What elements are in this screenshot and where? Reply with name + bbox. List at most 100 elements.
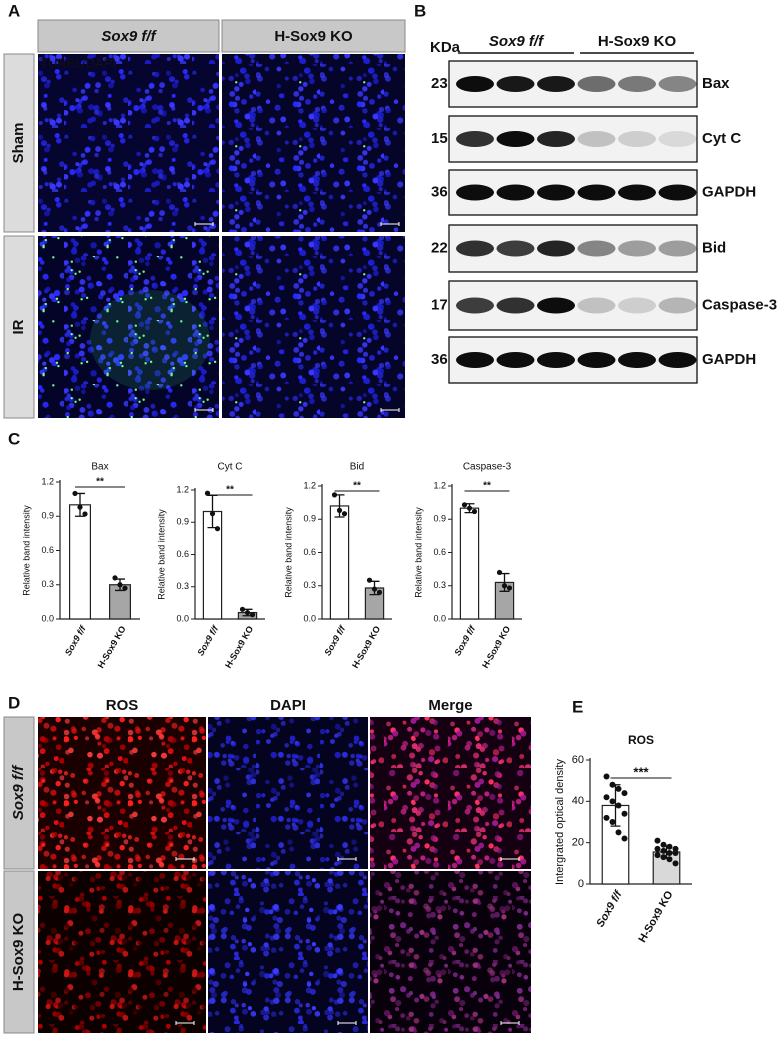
y-tick-label: 1.2 [303,480,316,490]
data-point [654,845,661,852]
x-tick-label: Sox9 f/f [322,623,347,657]
band [496,352,535,368]
micrograph [208,717,368,869]
band [456,76,494,92]
band [618,76,656,92]
y-tick-label: 0.6 [303,547,316,557]
y-tick-label: 0.3 [303,580,316,590]
band [618,240,656,257]
y-tick-label: 0.9 [303,514,316,524]
band [618,184,656,201]
data-point [341,511,348,517]
y-tick-label: 0.3 [41,579,54,589]
y-axis-label: Relative band intensity [413,507,423,598]
row-header [3,870,35,1034]
y-tick-label: 0.9 [176,517,189,527]
data-point [209,511,216,517]
y-tick-label: 40 [572,795,584,807]
data-point [660,841,667,848]
micrograph [370,717,531,869]
y-tick-label: 0.0 [176,613,189,623]
x-tick-label: H-Sox9 KO [223,624,255,670]
y-tick-label: 0.0 [303,613,316,623]
band [618,297,656,314]
band [456,184,494,201]
data-point [621,790,628,797]
scale-bar [380,222,400,226]
data-point [506,585,513,591]
y-tick-label: 1.2 [41,476,54,486]
chart-title: Bid [350,462,364,473]
protein-label: GAPDH [702,351,756,368]
band [537,76,575,92]
panel-letter: D [8,693,20,712]
data-point [371,586,378,592]
data-point [249,612,256,618]
panel-letter: A [8,1,20,20]
protein-label: Caspase-3 [702,296,777,313]
kda-label: 15 [431,130,448,147]
band [496,240,535,257]
chart-title: Caspase-3 [463,462,512,473]
y-tick-label: 20 [572,837,584,849]
data-point [660,847,667,854]
data-point [466,505,473,511]
band [618,131,656,147]
data-point [239,606,246,612]
stain-label: /DAPI [82,55,116,70]
panel-letter: B [414,1,426,20]
y-tick-label: 0.6 [176,549,189,559]
row-header-label: IR [10,319,27,334]
band [456,240,494,257]
protein-label: GAPDH [702,183,756,200]
chart-title: ROS [628,733,654,747]
kda-label: 36 [431,351,448,368]
significance-label: ** [353,481,361,492]
chart-title: Cyt C [218,462,243,473]
y-tick-label: 1.2 [176,484,189,494]
band [496,184,535,201]
micrograph [38,236,219,418]
y-tick-label: 1.2 [433,480,446,490]
micrograph [38,871,206,1033]
y-axis-label: Relative band intensity [156,509,166,600]
micrograph [208,871,368,1033]
protein-label: Bax [702,75,730,92]
y-tick-label: 0.9 [41,511,54,521]
data-point [72,490,78,497]
y-tick-label: 0.3 [176,581,189,591]
significance-label: ** [483,481,491,492]
y-tick-label: 0.3 [433,580,446,590]
column-header-label: Merge [428,697,472,714]
band [456,131,494,147]
x-tick-label: H-Sox9 KO [480,624,512,670]
data-point [112,575,118,581]
data-point [672,845,679,852]
data-point [501,583,508,589]
data-point [666,843,673,850]
band [658,76,697,92]
y-tick-label: 0.0 [433,613,446,623]
row-header [3,53,35,233]
row-header [3,235,35,419]
group-label: H-Sox9 KO [598,33,677,50]
column-header [37,19,220,53]
significance-label: ** [226,485,234,496]
data-point [77,504,83,510]
band [577,352,616,368]
panel-letter: E [572,697,583,716]
x-tick-label: Sox9 f/f [594,888,625,930]
data-point [609,798,616,805]
data-point [615,802,622,809]
data-point [331,492,338,498]
column-header-label: DAPI [270,697,306,714]
row-header-label: H-Sox9 KO [10,913,27,992]
band [456,352,494,368]
data-point [117,582,123,588]
scale-bar [175,857,195,861]
band [658,240,697,257]
band [577,184,616,201]
y-tick-label: 0.6 [41,545,54,555]
data-point [603,794,610,801]
